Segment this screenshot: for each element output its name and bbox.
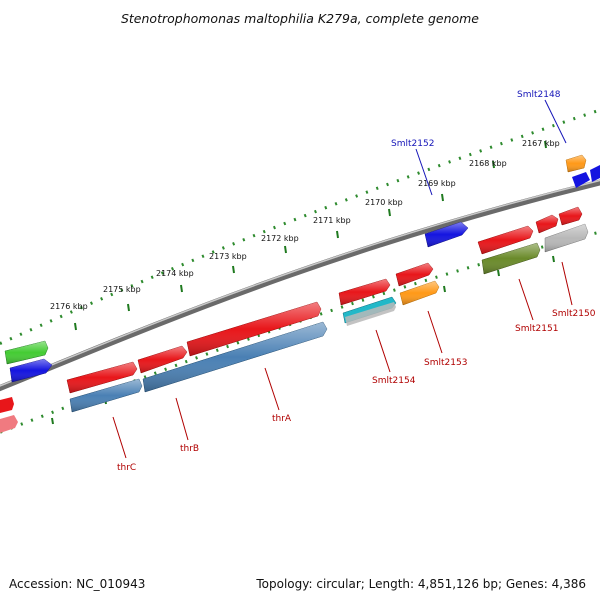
gene-label-Smlt2148[interactable]: Smlt2148 [517,90,561,100]
gene-label-thrC[interactable]: thrC [117,463,136,473]
gene-label-Smlt2150[interactable]: Smlt2150 [552,309,596,319]
inner-tick [51,417,54,425]
scale-tick-label: 2173 kbp [209,252,247,261]
outer-scale-ring [0,108,600,346]
inner-tick [443,285,446,293]
gene-label-thrA[interactable]: thrA [272,414,292,424]
scale-tick-2170 [388,208,391,217]
scale-tick-2175 [127,303,130,312]
gene-arrow-blue-edge[interactable] [590,165,600,182]
genome-backbone-highlight [0,179,600,387]
scale-tick-label: 2176 kbp [50,302,88,311]
gene-label-thrB[interactable]: thrB [180,444,199,454]
scale-tick-2167 [544,140,547,149]
scale-tick-2176 [74,322,77,331]
arrow-gloss [5,155,588,412]
gene-label-Smlt2151[interactable]: Smlt2151 [515,324,558,334]
scale-tick-2168 [492,160,495,169]
inner-tick [552,255,555,263]
scale-tick-label: 2172 kbp [261,234,299,243]
scale-tick-label: 2168 kbp [469,159,507,168]
accession-text: Accession: NC_010943 [9,577,146,591]
gene-features [0,154,600,433]
scale-tick-2172 [284,245,287,254]
gene-label-Smlt2154[interactable]: Smlt2154 [372,376,416,386]
gene-labels: Smlt2148 Smlt2152 thrC thrB thrA Smlt215… [117,90,596,473]
scale-ticks: 2167 kbp 2168 kbp 2169 kbp 2170 kbp 2171… [50,139,560,425]
gene-arrow-red-edge[interactable] [0,397,14,413]
scale-tick-2171 [336,230,339,239]
scale-tick-label: 2170 kbp [365,198,403,207]
genome-backbone [0,179,600,392]
label-pointers [112,99,573,459]
scale-tick-2173 [232,265,235,274]
topology-text: Topology: circular; Length: 4,851,126 bp… [256,577,586,591]
scale-tick-label: 2174 kbp [156,269,194,278]
map-title: Stenotrophomonas maltophilia K279a, comp… [121,11,479,26]
gene-label-Smlt2152[interactable]: Smlt2152 [391,139,434,149]
scale-tick-label: 2169 kbp [418,179,456,188]
scale-tick-label: 2175 kbp [103,285,141,294]
gene-arrow-Smlt2154-grey[interactable] [345,302,396,326]
scale-tick-label: 2171 kbp [313,216,351,225]
scale-tick-2169 [441,193,444,202]
gene-label-Smlt2153[interactable]: Smlt2153 [424,358,467,368]
gene-arrow-blue-edge[interactable] [572,172,590,188]
gene-arrow-pink-edge[interactable] [0,415,18,433]
scale-tick-2174 [180,284,183,293]
inner-tick [497,269,500,277]
scale-tick-label: 2167 kbp [522,139,560,148]
